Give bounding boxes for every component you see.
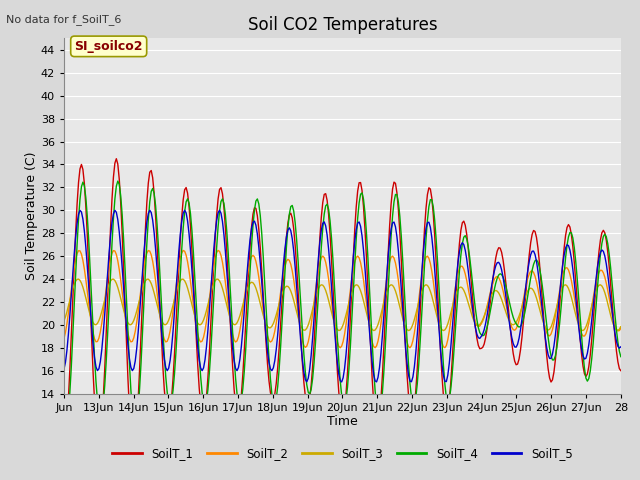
SoilT_4 (617, 354, 625, 360)
Legend: SoilT_1, SoilT_2, SoilT_3, SoilT_4, SoilT_5: SoilT_1, SoilT_2, SoilT_3, SoilT_4, Soil… (108, 442, 577, 465)
SoilT_5 (97, 359, 104, 364)
SoilT_5 (616, 345, 623, 351)
Line: SoilT_1: SoilT_1 (64, 159, 621, 451)
SoilT_2 (214, 248, 222, 253)
Line: SoilT_4: SoilT_4 (64, 181, 621, 427)
SoilT_4 (61, 424, 69, 430)
SoilT_4 (543, 322, 550, 328)
SoilT_1 (617, 368, 625, 373)
SoilT_5 (617, 344, 625, 350)
Line: SoilT_3: SoilT_3 (64, 279, 621, 331)
SoilT_2 (460, 266, 468, 272)
SoilT_3 (616, 326, 623, 332)
SoilT_1 (60, 436, 68, 442)
Text: SI_soilco2: SI_soilco2 (74, 40, 143, 53)
SoilT_3 (81, 289, 88, 295)
SoilT_2 (97, 329, 104, 335)
SoilT_4 (114, 178, 122, 184)
SoilT_5 (338, 379, 346, 385)
SoilT_5 (181, 207, 189, 213)
Text: No data for f_SoilT_6: No data for f_SoilT_6 (6, 14, 122, 25)
SoilT_3 (543, 326, 550, 332)
SoilT_1 (113, 156, 120, 162)
SoilT_4 (349, 288, 357, 294)
SoilT_2 (617, 325, 625, 331)
SoilT_2 (543, 330, 550, 336)
Y-axis label: Soil Temperature (C): Soil Temperature (C) (25, 152, 38, 280)
SoilT_2 (616, 328, 623, 334)
SoilT_5 (349, 254, 357, 260)
SoilT_4 (616, 348, 623, 354)
SoilT_1 (616, 366, 623, 372)
SoilT_5 (460, 242, 468, 248)
SoilT_1 (97, 432, 104, 437)
SoilT_5 (60, 366, 68, 372)
SoilT_3 (348, 289, 356, 295)
Title: Soil CO2 Temperatures: Soil CO2 Temperatures (248, 16, 437, 34)
SoilT_5 (79, 216, 87, 222)
SoilT_4 (98, 411, 106, 417)
SoilT_3 (98, 309, 106, 314)
SoilT_2 (79, 257, 87, 263)
SoilT_4 (460, 234, 468, 240)
Line: SoilT_5: SoilT_5 (64, 210, 621, 382)
X-axis label: Time: Time (327, 415, 358, 429)
SoilT_3 (617, 324, 625, 329)
SoilT_2 (349, 266, 357, 272)
SoilT_3 (460, 288, 468, 293)
SoilT_4 (60, 420, 68, 425)
SoilT_1 (460, 218, 468, 224)
SoilT_1 (543, 352, 550, 358)
SoilT_3 (60, 318, 68, 324)
SoilT_1 (79, 167, 87, 172)
SoilT_3 (75, 276, 83, 282)
SoilT_5 (543, 345, 550, 350)
SoilT_2 (337, 345, 344, 351)
SoilT_1 (349, 253, 357, 259)
SoilT_2 (60, 336, 68, 341)
SoilT_4 (81, 183, 88, 189)
SoilT_1 (130, 448, 138, 454)
SoilT_3 (440, 328, 447, 334)
Line: SoilT_2: SoilT_2 (64, 251, 621, 348)
